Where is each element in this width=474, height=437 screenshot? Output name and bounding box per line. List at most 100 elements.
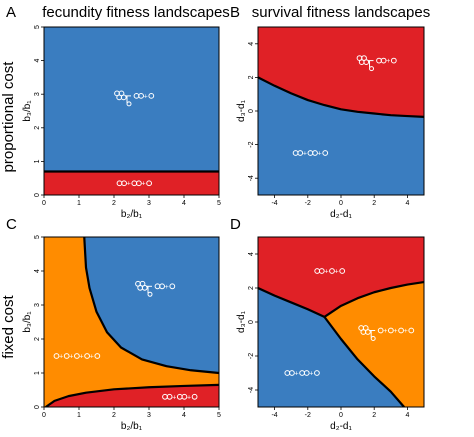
y-axis-label: d₃-d₁ [236, 99, 247, 122]
x-tick-label: -4 [271, 412, 277, 419]
x-tick-label: 1 [77, 200, 81, 207]
region-blue [258, 77, 424, 195]
life-cycle-glyph: + + + [358, 325, 415, 341]
life-cycle-glyph: + + + + [53, 353, 101, 361]
x-tick-label: 4 [405, 412, 409, 419]
life-cycle-glyph: + + [162, 393, 198, 401]
y-tick-label: 3 [34, 303, 41, 307]
life-cycle-glyph: + + [314, 268, 346, 276]
y-tick-label: 3 [34, 92, 41, 96]
svg-text:+: + [383, 328, 387, 335]
x-tick-label: 1 [77, 412, 81, 419]
x-tick-label: 0 [339, 412, 343, 419]
x-tick-label: 2 [112, 412, 116, 419]
y-tick-label: 0 [34, 193, 41, 197]
svg-text:+: + [335, 269, 339, 276]
y-tick-label: 1 [34, 159, 41, 163]
svg-text:+: + [144, 93, 148, 100]
y-axis-label: b₃/b₁ [22, 100, 33, 122]
boundary-line [323, 316, 405, 407]
x-tick-label: 4 [182, 412, 186, 419]
svg-text:+: + [165, 284, 169, 291]
y-tick-label: -4 [248, 387, 255, 393]
x-axis-label: d₂-d₁ [330, 209, 352, 220]
y-tick-label: 0 [248, 109, 255, 113]
region-red [258, 237, 424, 317]
boundary-line [323, 280, 424, 318]
axes-frame [43, 26, 220, 196]
boundary-line [258, 76, 424, 118]
y-tick-label: 2 [248, 286, 255, 290]
x-tick-label: 5 [217, 200, 221, 207]
svg-text:+: + [303, 151, 307, 158]
life-cycle-glyph: + + [116, 180, 153, 188]
svg-text:+: + [142, 181, 146, 188]
panel-label-a: A [6, 4, 16, 21]
y-tick-label: -2 [248, 353, 255, 359]
region-orange [324, 282, 424, 407]
x-tick-label: -2 [305, 412, 311, 419]
life-cycle-glyph: + + [292, 150, 329, 158]
svg-text:+: + [172, 394, 176, 401]
life-cycle-glyph: + [135, 280, 176, 297]
svg-text:+: + [295, 371, 299, 378]
x-axis-label: b₂/b₁ [121, 209, 143, 220]
panel-label-b: B [230, 4, 240, 21]
y-tick-label: 0 [248, 320, 255, 324]
region-red [258, 27, 424, 117]
x-tick-label: 2 [372, 200, 376, 207]
svg-text:+: + [59, 354, 63, 361]
y-tick-label: 4 [34, 59, 41, 63]
svg-text:+: + [90, 354, 94, 361]
x-tick-label: 3 [147, 200, 151, 207]
x-tick-label: -4 [271, 200, 277, 207]
svg-text:+: + [404, 328, 408, 335]
life-cycle-glyph: + [114, 90, 155, 107]
svg-text:+: + [394, 328, 398, 335]
plot-area-c: + + + +++ + [44, 237, 219, 407]
x-tick-label: 5 [217, 412, 221, 419]
panel-label-d: D [230, 216, 241, 233]
region-red [45, 384, 219, 407]
x-tick-label: 2 [372, 412, 376, 419]
svg-text:+: + [187, 394, 191, 401]
x-tick-label: -2 [305, 200, 311, 207]
column-title-survival: survival fitness landscapes [252, 4, 430, 21]
svg-text:+: + [324, 269, 328, 276]
plot-area-a: ++ + [44, 27, 219, 195]
x-tick-label: 3 [147, 412, 151, 419]
svg-text:+: + [309, 371, 313, 378]
boundary-line [83, 237, 219, 375]
y-tick-label: 2 [34, 337, 41, 341]
x-tick-label: 0 [339, 200, 343, 207]
row-title-proportional: proportional cost [0, 61, 17, 173]
y-axis-label: d₃-d₁ [236, 310, 247, 333]
x-tick-label: 4 [405, 200, 409, 207]
svg-text:+: + [80, 354, 84, 361]
boundary-line [45, 383, 219, 407]
svg-text:+: + [127, 181, 131, 188]
x-axis-label: d₂-d₁ [330, 421, 352, 432]
y-tick-label: 2 [34, 126, 41, 130]
x-tick-label: 0 [42, 200, 46, 207]
y-tick-label: 4 [34, 269, 41, 273]
life-cycle-glyph: + [356, 55, 397, 72]
axes-frame [43, 236, 220, 408]
y-tick-label: 0 [34, 405, 41, 409]
y-tick-label: 5 [34, 25, 41, 29]
y-tick-label: -4 [248, 175, 255, 181]
x-axis-label: b₂/b₁ [121, 421, 143, 432]
row-title-fixed: fixed cost [0, 294, 17, 358]
plot-area-d: + ++ + ++ + [258, 237, 424, 407]
y-tick-label: 2 [248, 75, 255, 79]
y-tick-label: 4 [248, 252, 255, 256]
x-tick-label: 2 [112, 200, 116, 207]
plot-area-b: ++ + [258, 27, 424, 195]
x-tick-label: 4 [182, 200, 186, 207]
svg-text:+: + [69, 354, 73, 361]
y-tick-label: -2 [248, 141, 255, 147]
svg-text:+: + [386, 58, 390, 65]
y-axis-label: b₃/b₁ [22, 311, 33, 333]
